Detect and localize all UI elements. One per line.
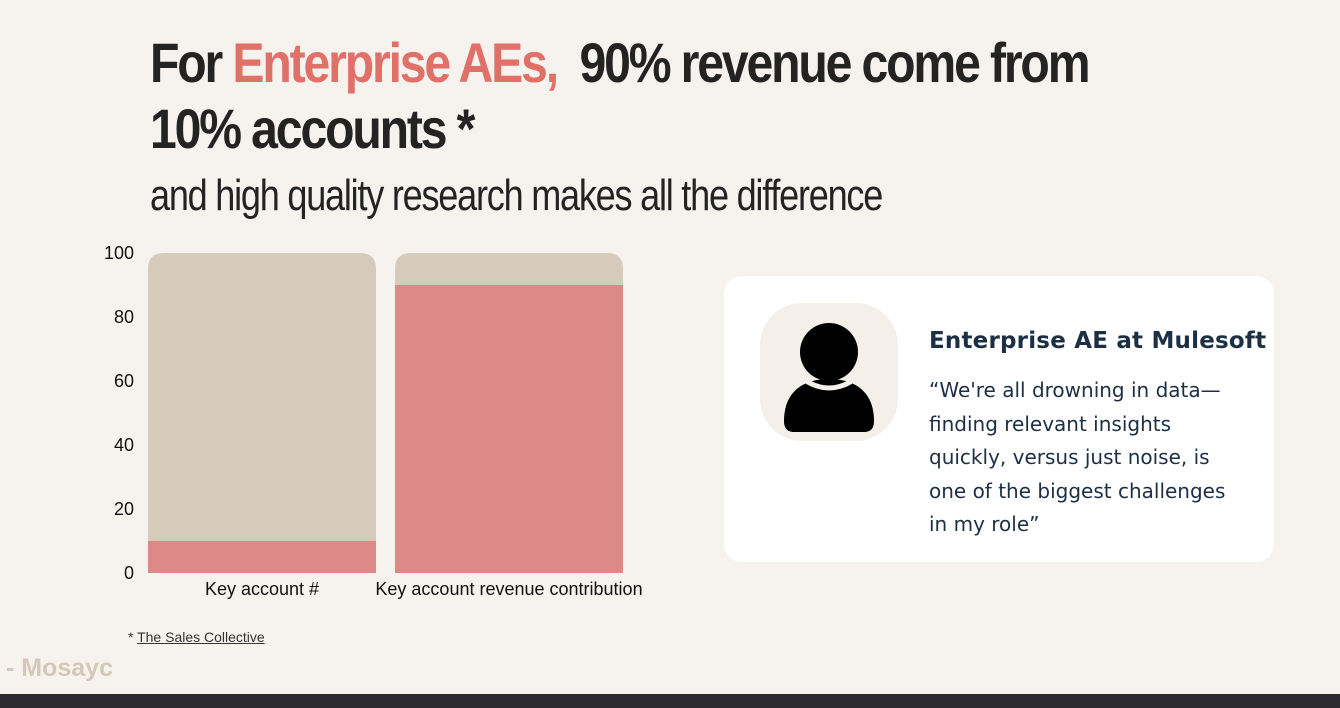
y-tick-label: 40 [114, 435, 134, 455]
y-tick-label: 60 [114, 371, 134, 391]
stacked-bar-chart: 0 20 40 60 80 100 Key account # Key account rev… [104, 243, 643, 599]
brand-label: - Mosayc [6, 654, 113, 682]
x-category-label: Key account # [205, 579, 319, 599]
quote-line: in my role” [929, 512, 1040, 536]
bar-segment-0-0 [148, 541, 376, 573]
quote-line: “We're all drowning in data— [929, 378, 1221, 402]
avatar [760, 303, 898, 441]
y-tick-label: 100 [104, 243, 134, 263]
headline-accent: Enterprise AEs, [232, 31, 559, 94]
quote-title: Enterprise AE at Mulesoft [929, 328, 1267, 354]
footnote-marker: * [128, 629, 134, 645]
headline: For Enterprise AEs, 90% revenue come fro… [150, 30, 1096, 162]
quote-line: finding relevant insights [929, 411, 1172, 436]
headline-rest: 90% revenue come from 10% accounts * [150, 31, 1100, 160]
y-tick-label: 0 [124, 563, 134, 583]
bar-segment-1-0 [395, 285, 623, 573]
person-silhouette-icon [784, 323, 874, 432]
subheadline: and high quality research makes all the … [150, 171, 883, 220]
bar-segment-1-1 [395, 253, 623, 285]
y-tick-label: 80 [114, 307, 134, 327]
quote-line: quickly, versus just noise, is [929, 445, 1210, 469]
footnote: * The Sales Collective [128, 629, 265, 645]
bar-segment-0-1 [148, 253, 376, 541]
bottom-bar [0, 694, 1340, 708]
quote-text: “We're all drowning in data— finding rel… [929, 374, 1249, 542]
quote-line: one of the biggest challenges [929, 478, 1226, 503]
headline-prefix: For [150, 31, 233, 94]
quote-card: Enterprise AE at Mulesoft “We're all dro… [724, 276, 1274, 562]
x-category-label: Key account revenue contribution [375, 579, 642, 599]
footnote-source-link[interactable]: The Sales Collective [137, 629, 265, 645]
y-tick-label: 20 [114, 499, 134, 519]
